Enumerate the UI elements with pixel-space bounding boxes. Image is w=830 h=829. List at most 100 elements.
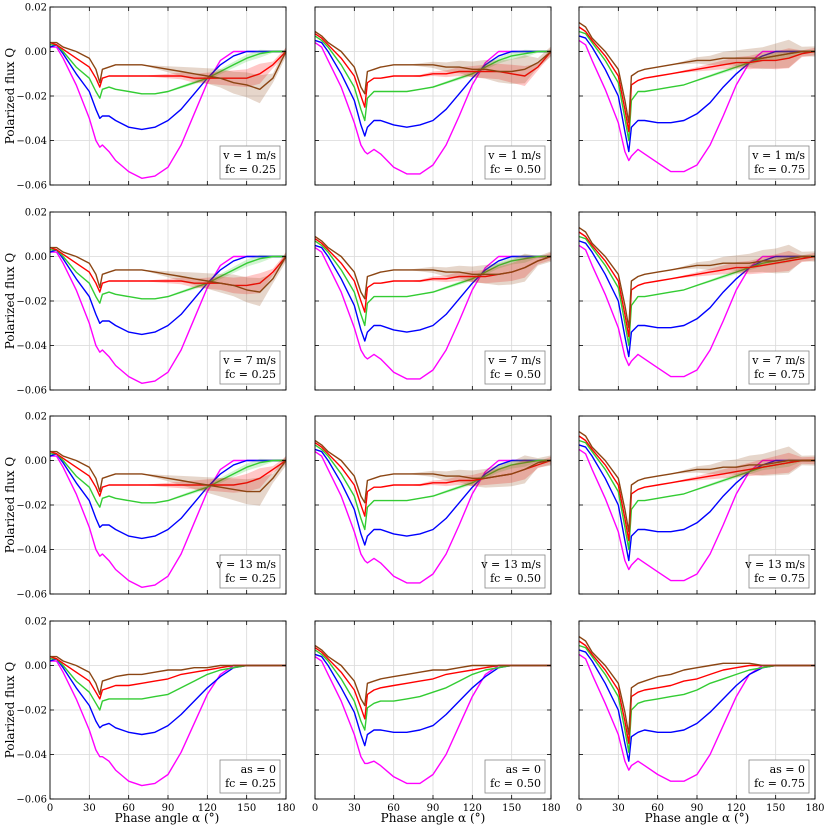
series-line-brown	[50, 655, 286, 696]
series-line-blue	[578, 35, 815, 153]
series-line-green	[50, 249, 286, 304]
parameter-box	[748, 554, 810, 589]
x-tick-label: 150	[237, 803, 256, 814]
series-line-brown	[578, 227, 815, 329]
series-line-green	[314, 444, 551, 531]
y-tick-label: −0.02	[16, 706, 47, 717]
parameter-box	[484, 350, 546, 385]
parameter-box	[484, 145, 546, 180]
series-line-brown	[314, 439, 552, 504]
x-axis-label-col-1: Phase angle α (°)	[381, 811, 486, 825]
y-tick-label: 0.02	[25, 412, 47, 423]
y-tick-label: 0.00	[25, 456, 47, 467]
series-line-red	[314, 33, 552, 108]
series-line-blue	[314, 39, 551, 137]
parameter-label-wind: as = 0	[770, 763, 805, 776]
series-line-brown	[314, 30, 552, 95]
series-line-red	[49, 246, 287, 293]
series-line-green	[50, 658, 286, 711]
uncertainty-band-brown	[315, 440, 551, 503]
y-tick-label: −0.04	[16, 545, 47, 556]
y-tick-label: −0.02	[16, 92, 47, 103]
series-line-red	[578, 435, 815, 542]
parameter-label-wind: v = 7 m/s	[487, 354, 541, 367]
series-line-magenta	[314, 247, 551, 380]
series-line-magenta	[314, 42, 551, 175]
uncertainty-band-green	[579, 236, 815, 346]
series-line-brown	[50, 450, 287, 493]
x-tick-label: 180	[541, 803, 560, 814]
panel-r2-c2: v = 13 m/sfc = 0.75	[578, 415, 816, 595]
parameter-box	[748, 350, 810, 385]
x-axis-label-col-2: Phase angle α (°)	[645, 811, 750, 825]
x-tick-label: 0	[312, 803, 318, 814]
series-line-magenta	[50, 455, 286, 588]
series-line-red	[49, 41, 287, 88]
parameter-label-wind: v = 1 m/s	[222, 149, 276, 162]
uncertainty-band-brown	[579, 227, 815, 328]
series-line-magenta	[578, 39, 815, 173]
x-tick-label: 150	[502, 803, 521, 814]
series-line-brown	[578, 22, 815, 124]
y-axis-label: Polarized flux Q	[3, 457, 17, 554]
series-line-magenta	[578, 448, 815, 582]
x-tick-label: 120	[198, 803, 217, 814]
y-axis-label: Polarized flux Q	[3, 253, 17, 350]
parameter-box	[484, 554, 546, 589]
x-tick-label: 120	[463, 803, 482, 814]
y-axis-label: Polarized flux Q	[3, 662, 17, 759]
parameter-label-wind: v = 7 m/s	[222, 354, 276, 367]
series-line-red	[578, 26, 816, 133]
y-tick-label: −0.02	[16, 297, 47, 308]
panel-r0-c2: v = 1 m/sfc = 0.75	[578, 6, 816, 186]
series-line-blue	[49, 453, 286, 540]
parameter-label-wind: v = 1 m/s	[487, 149, 541, 162]
y-tick-label: −0.04	[16, 341, 47, 352]
series-line-magenta	[50, 251, 286, 384]
x-tick-label: 0	[47, 803, 53, 814]
x-tick-label: 180	[276, 803, 295, 814]
series-line-brown	[578, 636, 815, 736]
parameter-label-fc: fc = 0.50	[490, 572, 541, 585]
uncertainty-band-red	[315, 33, 551, 108]
series-line-brown	[50, 41, 287, 90]
panel-r0-c1: v = 1 m/sfc = 0.50	[314, 6, 552, 186]
parameter-label-wind: v = 13 m/s	[744, 558, 805, 571]
parameter-label-wind: v = 13 m/s	[215, 558, 276, 571]
uncertainty-band-brown	[50, 42, 286, 104]
parameter-label-wind: v = 13 m/s	[480, 558, 541, 571]
x-tick-label: 180	[805, 803, 824, 814]
parameter-box	[484, 759, 546, 794]
panel-r3-c0: 0 30 60 90 120 150 180 0.02 0.00 −0.02 −0.04 −0.06 P…	[3, 617, 296, 815]
series-line-red	[49, 450, 287, 497]
x-tick-label: 30	[612, 803, 625, 814]
series-line-brown	[314, 235, 552, 300]
series-line-magenta	[314, 451, 551, 584]
parameter-box	[748, 145, 810, 180]
panel-r1-c1: v = 7 m/sfc = 0.50	[314, 211, 552, 391]
y-tick-label: 0.00	[25, 661, 47, 672]
x-tick-label: 60	[387, 803, 400, 814]
parameter-label-fc: fc = 0.75	[754, 572, 805, 585]
uncertainty-band-red	[579, 436, 815, 541]
y-tick-label: −0.06	[16, 181, 47, 192]
y-tick-label: −0.06	[16, 795, 47, 806]
y-tick-label: −0.04	[16, 136, 47, 147]
series-line-blue	[578, 240, 815, 358]
parameter-box	[219, 350, 281, 385]
parameter-label-wind: v = 1 m/s	[751, 149, 805, 162]
series-line-blue	[578, 444, 815, 562]
uncertainty-band-brown	[315, 236, 551, 299]
x-tick-label: 30	[83, 803, 96, 814]
parameter-label-wind: v = 7 m/s	[751, 354, 805, 367]
panel-grid: 0.02 0.00 −0.02 −0.04 −0.06 Polarized flux Q v…	[3, 3, 825, 815]
series-line-blue	[49, 44, 286, 131]
parameter-label-fc: fc = 0.50	[490, 777, 541, 790]
series-line-blue	[314, 448, 551, 546]
series-line-blue	[49, 249, 286, 336]
y-tick-label: −0.06	[16, 590, 47, 601]
series-line-brown	[314, 644, 551, 707]
series-line-blue	[314, 244, 551, 342]
x-tick-label: 90	[691, 803, 704, 814]
